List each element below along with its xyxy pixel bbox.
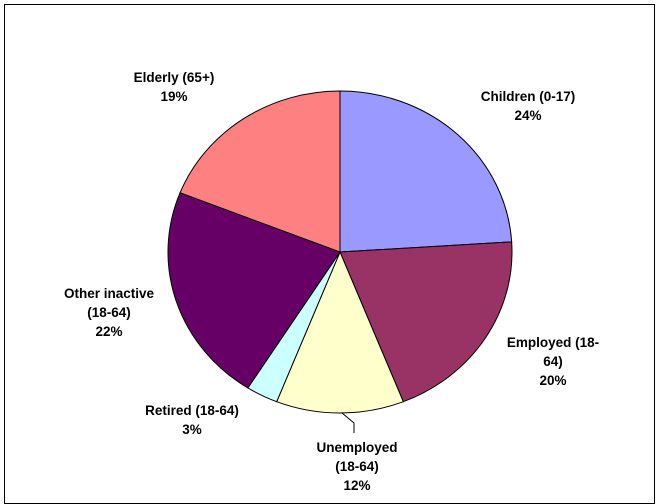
slice-label-line: 20% bbox=[539, 373, 566, 388]
pie-slices bbox=[167, 90, 513, 414]
slice-label-line: Children (0-17) bbox=[481, 89, 576, 104]
slice-label-line: 3% bbox=[182, 422, 202, 437]
slice-label: Employed (18- 64) 20% bbox=[507, 335, 599, 388]
slice-label: Unemployed (18-64) 12% bbox=[316, 440, 397, 493]
slice-label-line: Elderly (65+) bbox=[134, 70, 215, 85]
slice-label-line: Other inactive bbox=[64, 286, 155, 301]
slice-label-line: (18-64) bbox=[87, 305, 131, 320]
slice-label-line: (18-64) bbox=[335, 459, 379, 474]
pie-slice-children-0-17 bbox=[339, 90, 513, 253]
pie-slice-elderly-65 bbox=[179, 90, 341, 253]
slice-label-line: Unemployed bbox=[316, 440, 397, 455]
slice-label-line: 19% bbox=[160, 89, 187, 104]
leader-line-unemployed bbox=[341, 412, 355, 433]
slice-label: Retired (18-64) 3% bbox=[145, 403, 239, 437]
slice-labels: Children (0-17) 24% Employed (18- 64) 20% Une… bbox=[64, 70, 599, 493]
slice-label-line: Retired (18-64) bbox=[145, 403, 239, 418]
pie-slice-employed-18-64 bbox=[339, 241, 513, 403]
slice-label-line: 24% bbox=[514, 108, 541, 123]
slice-label: Elderly (65+) 19% bbox=[134, 70, 215, 104]
slice-label: Other inactive (18-64) 22% bbox=[64, 286, 155, 339]
pie-slice-unemployed-18-64 bbox=[276, 250, 404, 414]
slice-label-line: Employed (18- bbox=[507, 335, 599, 350]
slice-label: Children (0-17) 24% bbox=[481, 89, 576, 123]
pie-slice-other-inactive-18-64 bbox=[167, 192, 341, 389]
leader-lines bbox=[341, 412, 355, 433]
slice-label-line: 22% bbox=[95, 324, 122, 339]
slice-label-line: 64) bbox=[543, 354, 563, 369]
slice-label-line: 12% bbox=[343, 478, 370, 493]
